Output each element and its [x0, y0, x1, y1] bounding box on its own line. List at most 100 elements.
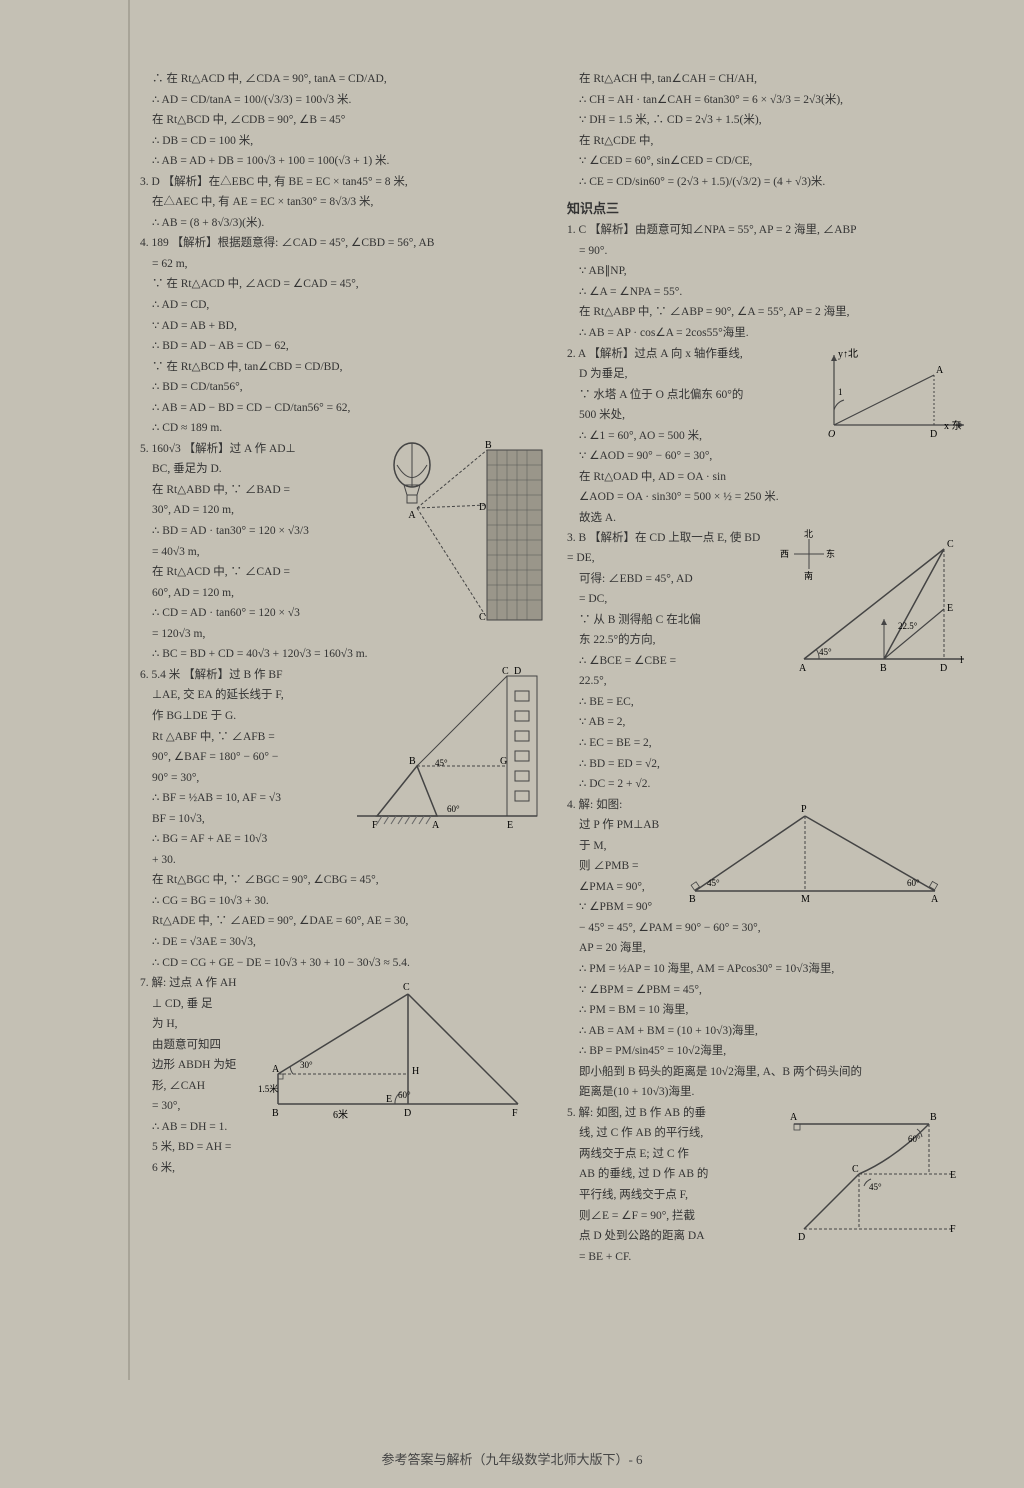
text-line: 两线交于点 E; 过 C 作 — [567, 1145, 766, 1165]
q5-figure-balloon-building: A B D C — [377, 440, 547, 630]
text-line: 由题意可知四 — [140, 1036, 250, 1056]
text-line: ∴ DC = 2 + √2. — [567, 775, 974, 795]
label-x-east: x 东 — [944, 419, 962, 432]
text-line: 60°, AD = 120 m, — [140, 584, 369, 604]
label-1: 1 — [838, 387, 843, 397]
text-line: ∴ BE = EC, — [567, 693, 766, 713]
compass-east: 东 — [826, 548, 835, 559]
label-B: B — [930, 1112, 937, 1123]
text-line: 6 米, — [140, 1159, 250, 1179]
compass-south: 南 — [804, 570, 813, 581]
text-line: 2. A 【解析】过点 A 向 x 轴作垂线, — [567, 345, 806, 365]
label-C: C — [947, 539, 954, 550]
k5-figure-polyline: A B C E D F 60° 45° — [774, 1104, 974, 1244]
text-line: = 90°. — [567, 242, 974, 262]
text-line: ∵ ∠CED = 60°, sin∠CED = CD/CE, — [567, 152, 974, 172]
text-line: 1. C 【解析】由题意可知∠NPA = 55°, AP = 2 海里, ∠AB… — [567, 221, 974, 241]
text-line: = 120√3 m, — [140, 625, 369, 645]
text-line: ∠AOD = OA · sin30° = 500 × ½ = 250 米. — [567, 488, 974, 508]
text-line: 东 22.5°的方向, — [567, 631, 766, 651]
label-y-north: y↑北 — [838, 348, 858, 360]
text-line: 6. 5.4 米 【解析】过 B 作 BF — [140, 666, 339, 686]
label-angle-60: 60° — [447, 804, 460, 814]
label-O: O — [828, 429, 835, 440]
k4-figure-triangle-pm: B M A P 45° 60° — [685, 796, 945, 906]
label-A: A — [936, 365, 944, 376]
text-line: ∵ AD = AB + BD, — [140, 317, 547, 337]
compass-north: 北 — [804, 529, 813, 539]
text-line: 5. 160√3 【解析】过 A 作 AD⊥ — [140, 440, 369, 460]
label-A: A — [931, 894, 939, 905]
label-P: P — [801, 804, 807, 815]
label-G: G — [500, 756, 507, 767]
text-line: ∴ CD ≈ 189 m. — [140, 419, 547, 439]
text-line: ∴ BD = CD/tan56°, — [140, 378, 547, 398]
text-line: ∴ AB = AM + BM = (10 + 10√3)海里, — [567, 1022, 974, 1042]
text-line: 7. 解: 过点 A 作 AH — [140, 974, 250, 994]
text-line: ∴ BD = AD · tan30° = 120 × √3/3 — [140, 522, 369, 542]
text-line: 边形 ABDH 为矩 — [140, 1056, 250, 1076]
label-angle-45: 45° — [707, 878, 720, 888]
text-line: 在 Rt△ACD 中, ∵ ∠CAD = — [140, 563, 369, 583]
text-line: AB 的垂线, 过 D 作 AB 的 — [567, 1165, 766, 1185]
label-len-6: 6米 — [333, 1108, 348, 1121]
text-line: ∵ ∠BPM = ∠PBM = 45°, — [567, 981, 974, 1001]
text-line: − 45° = 45°, ∠PAM = 90° − 60° = 30°, — [567, 919, 974, 939]
label-B: B — [272, 1108, 279, 1119]
k3-block: 3. B 【解析】在 CD 上取一点 E, 使 BD = DE, 可得: ∠EB… — [567, 529, 974, 733]
text-line: ∴ BF = ½AB = 10, AF = √3 — [140, 789, 339, 809]
label-angle-60: 60° — [398, 1090, 411, 1100]
text-line: ∴ PM = ½AP = 10 海里, AM = APcos30° = 10√3… — [567, 960, 974, 980]
label-E: E — [386, 1094, 392, 1105]
text-line: 即小船到 B 码头的距离是 10√2海里, A、B 两个码头间的 — [567, 1063, 974, 1083]
text-line: 点 D 处到公路的距离 DA — [567, 1227, 766, 1247]
text-line: ∴ CE = CD/sin60° = (2√3 + 1.5)/(√3/2) = … — [567, 173, 974, 193]
text-line: 在 Rt△OAD 中, AD = OA · sin — [567, 468, 806, 488]
text-line: 线, 过 C 作 AB 的平行线, — [567, 1124, 766, 1144]
k2-figure-axes: y↑北 x 东 O D A 1 — [814, 345, 974, 445]
label-F: F — [372, 820, 378, 831]
text-line: 形, ∠CAH — [140, 1077, 250, 1097]
label-angle-60: 60° — [908, 1134, 921, 1144]
text-line: ∴ ∠1 = 60°, AO = 500 米, — [567, 427, 806, 447]
text-line: ∵ ∠PBM = 90° — [567, 898, 677, 918]
q7-block: 7. 解: 过点 A 作 AH ⊥ CD, 垂 足 为 H, 由题意可知四 边形… — [140, 974, 547, 1179]
text-line: = DC, — [567, 590, 766, 610]
text-line: + 30. — [140, 851, 339, 871]
label-F: F — [512, 1108, 518, 1119]
text-line: 可得: ∠EBD = 45°, AD — [567, 570, 766, 590]
text-line: ∴ DB = CD = 100 米, — [140, 132, 547, 152]
text-line: ∴ DE = √3AE = 30√3, — [140, 933, 547, 953]
vertical-margin-rule — [128, 0, 130, 1380]
text-line: 30°, AD = 120 m, — [140, 501, 369, 521]
label-len-15: 1.5米 — [258, 1083, 278, 1094]
text-line: 22.5°, — [567, 672, 766, 692]
label-H: H — [412, 1066, 419, 1077]
text-line: BF = 10√3, — [140, 810, 339, 830]
k2-block: 2. A 【解析】过点 A 向 x 轴作垂线, D 为垂足, ∵ 水塔 A 位于… — [567, 345, 974, 489]
text-line: ∴ AB = AP · cos∠A = 2cos55°海里. — [567, 324, 974, 344]
text-line: ∴ ∠BCE = ∠CBE = — [567, 652, 766, 672]
text-line: 90° = 30°, — [140, 769, 339, 789]
label-D: D — [404, 1108, 411, 1119]
label-A: A — [272, 1064, 280, 1075]
text-line: BC, 垂足为 D. — [140, 460, 369, 480]
text-line: Rt △ABF 中, ∵ ∠AFB = — [140, 728, 339, 748]
text-line: ∴ AB = DH = 1. — [140, 1118, 250, 1138]
text-line: ∴ ∠A = ∠NPA = 55°. — [567, 283, 974, 303]
text-line: 故选 A. — [567, 509, 974, 529]
label-C: C — [403, 982, 410, 993]
label-B: B — [485, 440, 492, 451]
left-column: ∴ 在 Rt△ACD 中, ∠CDA = 90°, tanA = CD/AD, … — [140, 70, 547, 1268]
text-line: 4. 解: 如图: — [567, 796, 677, 816]
section-title: 知识点三 — [567, 198, 974, 217]
label-B: B — [409, 756, 416, 767]
text-line: 在 Rt△ABD 中, ∵ ∠BAD = — [140, 481, 369, 501]
label-D: D — [514, 666, 521, 677]
label-E: E — [507, 820, 513, 831]
k4-block: 4. 解: 如图: 过 P 作 PM⊥AB 于 M, 则 ∠PMB = ∠PMA… — [567, 796, 974, 919]
text-line: 在 Rt△BCD 中, ∠CDB = 90°, ∠B = 45° — [140, 111, 547, 131]
text-line: 90°, ∠BAF = 180° − 60° − — [140, 748, 339, 768]
text-line: ∴ AB = AD − BD = CD − CD/tan56° = 62, — [140, 399, 547, 419]
text-line: ∴ AD = CD/tanA = 100/(√3/3) = 100√3 米. — [140, 91, 547, 111]
